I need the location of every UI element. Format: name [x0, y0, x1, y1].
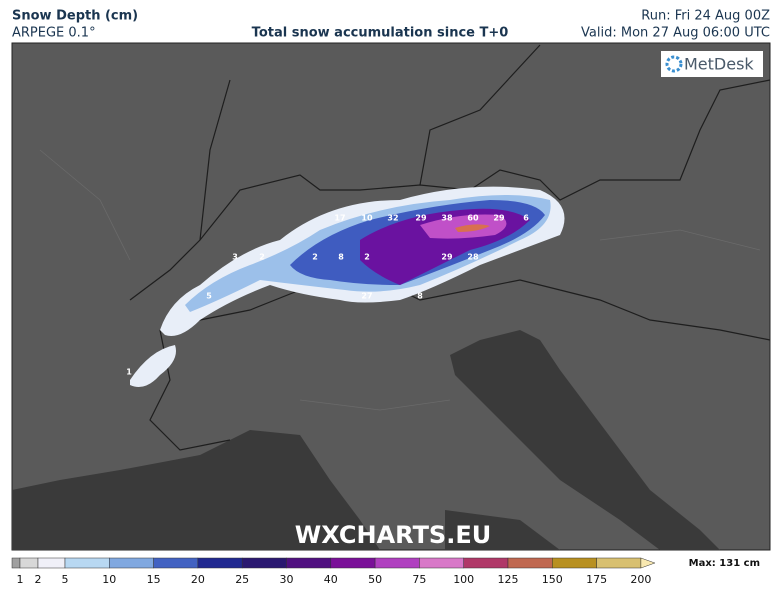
- model: ARPEGE 0.1°: [12, 26, 96, 41]
- legend-tick-label: 150: [542, 573, 563, 586]
- legend-swatch: [37, 557, 66, 569]
- point-label: 27: [361, 292, 372, 301]
- legend-tick-label: 2: [35, 573, 42, 586]
- logo-box: [661, 51, 763, 77]
- legend-arrow: [640, 557, 656, 569]
- point-label: 2: [364, 253, 370, 262]
- snow: [130, 186, 565, 388]
- legend-swatch: [19, 557, 39, 569]
- legend-swatch: [507, 557, 553, 569]
- legend-swatch: [286, 557, 332, 569]
- point-label: 5: [206, 292, 212, 301]
- legend-swatch: [552, 557, 597, 569]
- subtitle: Total snow accumulation since T+0: [252, 26, 509, 41]
- point-label: 6: [523, 214, 529, 223]
- point-label: 1: [126, 368, 132, 377]
- legend-swatch: [11, 557, 21, 569]
- point-label: 2: [259, 253, 265, 262]
- legend-tick-label: 75: [412, 573, 426, 586]
- legend-tick-label: 20: [191, 573, 205, 586]
- legend-swatch: [241, 557, 287, 569]
- point-label: 8: [338, 253, 344, 262]
- legend-swatch: [596, 557, 642, 569]
- legend-tick-label: 25: [235, 573, 249, 586]
- legend-tick-label: 15: [147, 573, 161, 586]
- logo-icon: [665, 55, 683, 73]
- legend-tick-label: 10: [102, 573, 116, 586]
- map-labels: 17 10 32 29 38 60 29 6 3 2 2 8 2 29 28 2…: [126, 214, 529, 377]
- legend-swatch: [153, 557, 199, 569]
- point-label: 60: [467, 214, 479, 223]
- legend-swatch: [463, 557, 509, 569]
- title: Snow Depth (cm): [12, 9, 138, 24]
- tyrrhenian: [445, 510, 560, 550]
- point-label: 2: [312, 253, 318, 262]
- point-label: 3: [232, 253, 238, 262]
- point-label: 38: [441, 214, 453, 223]
- point-label: 8: [417, 292, 423, 301]
- point-label: 28: [467, 253, 479, 262]
- legend-swatch: [330, 557, 376, 569]
- run-time: Run: Fri 24 Aug 00Z: [641, 9, 770, 24]
- adriatic: [450, 330, 720, 550]
- legend: 1 2 5 10 15 20 25 30 40 50 75 100 125 150 175 200: [11, 557, 656, 586]
- map: 17 10 32 29 38 60 29 6 3 2 2 8 2 29 28 2…: [11, 42, 771, 551]
- legend-swatch: [197, 557, 243, 569]
- legend-tick-label: 200: [630, 573, 651, 586]
- watermark: WXCHARTS.EU: [295, 521, 491, 549]
- legend-tick-label: 40: [324, 573, 338, 586]
- point-label: 17: [334, 214, 345, 223]
- legend-swatch: [109, 557, 154, 569]
- legend-swatch: [64, 557, 110, 569]
- legend-tick-label: 30: [280, 573, 294, 586]
- valid-time: Valid: Mon 27 Aug 06:00 UTC: [581, 26, 770, 41]
- legend-tick-label: 1: [17, 573, 24, 586]
- point-label: 32: [387, 214, 398, 223]
- point-label: 10: [361, 214, 373, 223]
- max-value: Max: 131 cm: [689, 558, 760, 569]
- legend-swatch: [419, 557, 464, 569]
- rivers: [39, 149, 761, 411]
- legend-tick-label: 125: [498, 573, 519, 586]
- legend-tick-label: 100: [453, 573, 474, 586]
- point-label: 29: [415, 214, 427, 223]
- point-label: 29: [441, 253, 453, 262]
- legend-swatch: [374, 557, 420, 569]
- legend-tick-label: 175: [586, 573, 607, 586]
- legend-tick-label: 5: [62, 573, 69, 586]
- logo: MetDesk: [684, 55, 754, 74]
- point-label: 29: [493, 214, 505, 223]
- sea: [12, 430, 380, 550]
- legend-tick-label: 50: [368, 573, 382, 586]
